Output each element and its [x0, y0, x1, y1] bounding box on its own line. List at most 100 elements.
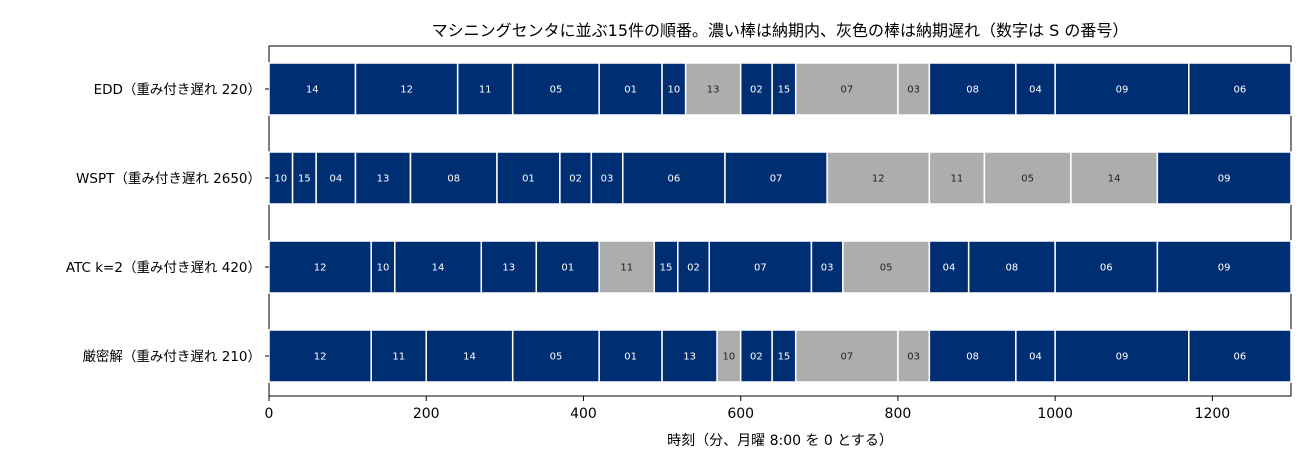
on-time-job-bar [1015, 329, 1056, 383]
on-time-job-bar [511, 62, 600, 116]
job-id-label: 14 [306, 85, 319, 96]
on-time-job-bar [425, 329, 514, 383]
job-id-label: 03 [907, 352, 920, 363]
plot-frame [268, 45, 1292, 397]
schedule-row: 12 11 14 05 01 13 10 02 15 07 03 08 04 09 06 [268, 329, 1292, 383]
on-time-job-bar [1188, 62, 1292, 116]
job-id-label: 14 [1108, 174, 1121, 185]
on-time-job-bar [394, 240, 483, 294]
job-id-label: 11 [951, 174, 964, 185]
on-time-job-bar [480, 240, 538, 294]
job-id-label: 03 [601, 174, 614, 185]
job-id-label: 15 [778, 85, 791, 96]
job-id-label: 12 [314, 352, 327, 363]
job-id-label: 14 [463, 352, 476, 363]
on-time-job-bar [1156, 240, 1292, 294]
row-label: ATC k=2（重み付き遅れ 420） [66, 260, 261, 276]
on-time-job-bar [598, 62, 663, 116]
job-id-label: 12 [314, 263, 327, 274]
on-time-job-bar [535, 240, 600, 294]
job-id-label: 04 [1029, 85, 1042, 96]
job-id-label: 08 [447, 174, 460, 185]
job-id-label: 12 [872, 174, 885, 185]
job-id-label: 08 [966, 85, 979, 96]
job-id-label: 08 [966, 352, 979, 363]
late-job-bar [983, 151, 1072, 205]
job-id-label: 02 [750, 352, 763, 363]
late-job-bar [842, 240, 931, 294]
schedule-row: 14 12 11 05 01 10 13 02 15 07 03 08 04 09 06 [268, 62, 1292, 116]
on-time-job-bar [1054, 62, 1190, 116]
job-id-label: 01 [522, 174, 535, 185]
on-time-job-bar [268, 329, 372, 383]
job-id-label: 05 [1021, 174, 1034, 185]
job-id-label: 13 [502, 263, 515, 274]
late-job-bar [794, 62, 899, 116]
job-id-label: 03 [907, 85, 920, 96]
job-id-label: 06 [1100, 263, 1113, 274]
job-id-label: 13 [707, 85, 720, 96]
job-id-label: 10 [668, 85, 681, 96]
on-time-job-bar [724, 151, 828, 205]
late-job-bar [928, 151, 986, 205]
on-time-job-bar [739, 62, 773, 116]
job-id-label: 10 [723, 352, 736, 363]
job-id-label: 15 [778, 352, 791, 363]
late-job-bar [1070, 151, 1159, 205]
x-tick-label: 1000 [1037, 406, 1073, 422]
job-id-label: 05 [550, 85, 563, 96]
job-id-label: 02 [750, 85, 763, 96]
job-id-label: 07 [840, 85, 853, 96]
on-time-job-bar [1156, 151, 1292, 205]
job-id-label: 04 [329, 174, 342, 185]
x-tick-label: 200 [413, 406, 440, 422]
on-time-job-bar [739, 329, 773, 383]
job-id-label: 07 [754, 263, 767, 274]
on-time-job-bar [967, 240, 1056, 294]
job-id-label: 01 [561, 263, 574, 274]
row-label: WSPT（重み付き遅れ 2650） [76, 171, 261, 187]
x-axis-label: 時刻（分、月曜 8:00 を 0 とする） [667, 433, 893, 449]
job-id-label: 11 [479, 85, 492, 96]
on-time-job-bar [370, 329, 427, 383]
job-id-label: 07 [770, 174, 783, 185]
x-axis: 0 200 400 600 800 1000 1200 [265, 396, 1231, 422]
on-time-job-bar [409, 151, 498, 205]
on-time-job-bar [496, 151, 561, 205]
x-tick-label: 800 [885, 406, 912, 422]
on-time-job-bar [315, 151, 357, 205]
job-id-label: 07 [840, 352, 853, 363]
on-time-job-bar [622, 151, 726, 205]
job-id-label: 06 [1234, 352, 1247, 363]
job-id-label: 10 [377, 263, 390, 274]
job-id-label: 11 [620, 263, 633, 274]
row-label: EDD（重み付き遅れ 220） [94, 82, 261, 98]
late-job-bar [598, 240, 655, 294]
job-id-label: 05 [550, 352, 563, 363]
late-job-bar [897, 62, 931, 116]
job-id-label: 09 [1218, 174, 1231, 185]
bars-layer: 14 12 11 05 01 10 13 02 15 07 03 08 04 09 06 10 15 04 13 08… [268, 62, 1292, 383]
x-tick-label: 400 [570, 406, 597, 422]
on-time-job-bar [268, 62, 357, 116]
x-tick-label: 600 [727, 406, 754, 422]
job-id-label: 06 [1234, 85, 1247, 96]
job-id-label: 15 [298, 174, 311, 185]
job-id-label: 09 [1116, 85, 1129, 96]
on-time-job-bar [1188, 329, 1292, 383]
job-id-label: 10 [274, 174, 287, 185]
job-id-label: 15 [660, 263, 673, 274]
on-time-job-bar [928, 62, 1017, 116]
on-time-job-bar [1054, 329, 1190, 383]
row-label: 厳密解（重み付き遅れ 210） [82, 348, 261, 365]
on-time-job-bar [677, 240, 710, 294]
job-id-label: 04 [1029, 352, 1042, 363]
job-id-label: 01 [624, 85, 637, 96]
job-id-label: 03 [821, 263, 834, 274]
chart-title: マシニングセンタに並ぶ15件の順番。濃い棒は納期内、灰色の棒は納期遅れ（数字は … [432, 21, 1129, 40]
job-id-label: 11 [392, 352, 405, 363]
job-id-label: 13 [683, 352, 696, 363]
job-id-label: 09 [1218, 263, 1231, 274]
x-tick-label: 1200 [1195, 406, 1231, 422]
job-id-label: 12 [400, 85, 413, 96]
